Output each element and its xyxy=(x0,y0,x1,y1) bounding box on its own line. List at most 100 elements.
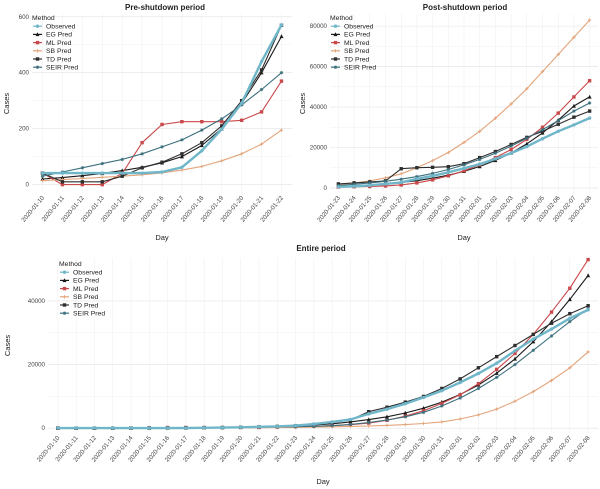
legend-marker-sb-pred xyxy=(35,49,40,53)
data-point-td-pred xyxy=(259,68,264,72)
data-point-seir-pred xyxy=(525,136,529,140)
series-ml-pred xyxy=(40,79,284,187)
series-seir-pred xyxy=(336,101,592,188)
y-tick-label: 0 xyxy=(42,425,46,432)
data-point-observed xyxy=(383,182,388,186)
legend-label-seir-pred: SEIR Pred xyxy=(344,65,376,72)
data-point-sb-pred xyxy=(383,176,388,180)
data-point-seir-pred xyxy=(509,144,513,148)
data-point-sb-pred xyxy=(525,87,529,91)
data-point-observed xyxy=(147,426,152,430)
y-tick-label: 0 xyxy=(324,185,328,192)
data-point-td-pred xyxy=(100,180,104,184)
data-point-observed xyxy=(257,425,261,429)
y-tick-label: 20000 xyxy=(28,362,46,369)
data-point-seir-pred xyxy=(352,182,356,187)
data-point-ml-pred xyxy=(549,310,554,314)
legend-item-seir-pred: SEIR Pred xyxy=(60,311,105,318)
legend-marker-ml-pred xyxy=(35,40,40,45)
y-tick-label: 20000 xyxy=(310,144,328,151)
data-point-td-pred xyxy=(180,152,184,156)
data-point-sb-pred xyxy=(440,420,444,424)
data-point-seir-pred xyxy=(180,138,184,142)
data-point-sb-pred xyxy=(540,69,545,74)
data-point-observed xyxy=(80,171,85,175)
data-point-seir-pred xyxy=(540,127,545,132)
data-point-td-pred xyxy=(440,386,444,391)
data-point-sb-pred xyxy=(100,175,104,180)
data-point-sb-pred xyxy=(421,421,426,426)
data-point-observed xyxy=(74,426,78,430)
data-point-observed xyxy=(120,171,124,175)
data-point-eg-pred xyxy=(40,176,45,181)
data-point-seir-pred xyxy=(430,171,435,176)
data-point-seir-pred xyxy=(462,163,466,167)
data-point-td-pred xyxy=(458,377,462,381)
legend-item-eg-pred: EG Pred xyxy=(60,278,99,285)
data-point-observed xyxy=(509,151,513,155)
data-point-sb-pred xyxy=(430,158,435,163)
data-point-observed xyxy=(180,165,184,169)
data-point-ml-pred xyxy=(446,174,450,178)
data-point-sb-pred xyxy=(513,399,517,403)
data-point-observed xyxy=(399,180,403,185)
data-point-seir-pred xyxy=(494,375,499,380)
data-point-td-pred xyxy=(385,405,389,409)
data-point-td-pred xyxy=(478,155,482,160)
data-point-sb-pred xyxy=(385,423,389,428)
data-point-observed xyxy=(403,401,407,406)
data-point-sb-pred xyxy=(494,407,499,411)
series-observed xyxy=(336,116,592,189)
data-point-sb-pred xyxy=(556,52,560,57)
data-point-td-pred xyxy=(586,304,590,308)
data-point-seir-pred xyxy=(549,334,554,338)
legend-label-eg-pred: EG Pred xyxy=(344,32,370,39)
data-point-ml-pred xyxy=(430,178,435,182)
data-point-eg-pred xyxy=(571,103,576,108)
legend-label-sb-pred: SB Pred xyxy=(73,294,99,301)
data-point-observed xyxy=(239,101,244,105)
legend-marker-td-pred xyxy=(333,57,338,61)
data-point-observed xyxy=(476,371,481,376)
legend-title: Method xyxy=(330,15,353,22)
data-point-observed xyxy=(140,171,144,175)
data-point-ml-pred xyxy=(458,393,462,397)
data-point-observed xyxy=(40,171,45,175)
series-line-seir-pred xyxy=(57,308,589,429)
data-point-eg-pred xyxy=(199,143,204,148)
legend-label-seir-pred: SEIR Pred xyxy=(73,311,105,318)
data-point-sb-pred xyxy=(462,140,466,145)
data-point-observed xyxy=(540,137,545,141)
data-point-observed xyxy=(184,426,188,430)
legend-item-ml-pred: ML Pred xyxy=(33,40,72,47)
data-point-observed xyxy=(220,425,225,430)
data-point-sb-pred xyxy=(549,378,554,383)
data-point-eg-pred xyxy=(421,405,426,410)
series-line-observed xyxy=(57,308,589,430)
data-point-ml-pred xyxy=(509,147,513,152)
data-point-seir-pred xyxy=(220,117,224,121)
data-point-sb-pred xyxy=(399,172,403,176)
data-point-seir-pred xyxy=(100,161,104,166)
data-point-seir-pred xyxy=(415,174,419,179)
series-observed xyxy=(40,23,284,175)
data-point-seir-pred xyxy=(513,362,517,367)
data-point-observed xyxy=(330,420,334,424)
data-point-observed xyxy=(239,425,243,430)
legend-label-td-pred: TD Pred xyxy=(344,56,370,63)
y-tick-label: 40000 xyxy=(310,104,328,111)
data-point-observed xyxy=(129,426,133,430)
data-point-seir-pred xyxy=(368,181,372,185)
legend-item-ml-pred: ML Pred xyxy=(331,40,370,47)
data-point-observed xyxy=(352,184,356,188)
chart-panel-post-shutdown: 0200004000060000800002020-01-232020-01-2… xyxy=(298,3,598,242)
legend-item-td-pred: TD Pred xyxy=(331,56,370,63)
data-point-eg-pred xyxy=(366,417,371,422)
legend-marker-td-pred xyxy=(62,303,67,307)
series-observed xyxy=(56,308,590,430)
data-point-ml-pred xyxy=(587,79,592,83)
legend-item-ml-pred: ML Pred xyxy=(60,286,99,293)
data-point-sb-pred xyxy=(446,150,450,155)
data-point-td-pred xyxy=(367,409,371,414)
data-point-eg-pred xyxy=(403,410,408,415)
